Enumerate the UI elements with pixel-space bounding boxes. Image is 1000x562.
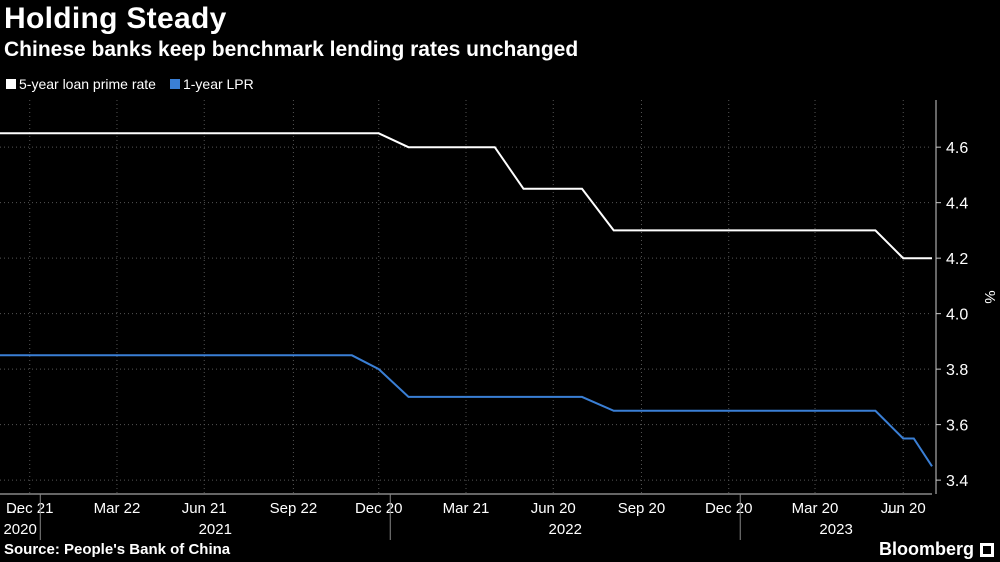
chart-title: Holding Steady <box>4 2 227 35</box>
x-tick-label: Dec 20 <box>705 500 753 517</box>
y-tick-label: 4.6 <box>946 140 968 157</box>
x-tick-label: Jun 21 <box>182 500 227 517</box>
series-line-1y <box>0 354 933 467</box>
x-tick-label: Dec 21 <box>6 500 54 517</box>
bloomberg-terminal-icon <box>980 543 994 557</box>
year-label: 2020 <box>3 521 36 538</box>
y-tick-label: 3.4 <box>946 473 968 490</box>
legend-swatch-1y <box>169 79 180 89</box>
x-tick-label: Jun 20 <box>531 500 576 517</box>
year-label: 2022 <box>549 521 582 538</box>
x-tick-label: Mar 22 <box>94 500 141 517</box>
x-tick-label: Mar 20 <box>792 500 839 517</box>
year-label: 2021 <box>199 521 232 538</box>
y-tick-label: 3.8 <box>946 362 968 379</box>
chart-subtitle: Chinese banks keep benchmark lending rat… <box>4 38 579 61</box>
legend-item-5y: 5-year loan prime rate <box>6 76 156 92</box>
legend: 5-year loan prime rate 1-year LPR <box>6 76 254 92</box>
legend-label-1y: 1-year LPR <box>182 76 254 92</box>
source-note: Source: People's Bank of China <box>4 541 231 558</box>
x-tick-label: Mar 21 <box>443 500 490 517</box>
legend-swatch-5y <box>6 79 16 89</box>
x-tick-label: Sep 22 <box>270 500 318 517</box>
x-tick-label: Dec 20 <box>355 500 403 517</box>
y-axis-label: % <box>981 290 998 303</box>
series-line-5y <box>0 132 932 260</box>
y-tick-label: 3.6 <box>946 418 968 435</box>
x-tick-label: ... <box>8 500 21 517</box>
brand-logo: Bloomberg <box>878 539 974 559</box>
x-tick-label: Sep 20 <box>618 500 666 517</box>
x-tick-label: ... <box>887 500 900 517</box>
y-tick-label: 4.4 <box>946 196 968 213</box>
y-tick-label: 4.2 <box>946 251 968 268</box>
legend-item-1y: 1-year LPR <box>169 76 254 92</box>
legend-label-5y: 5-year loan prime rate <box>19 76 156 92</box>
y-tick-label: 4.0 <box>946 307 968 324</box>
year-label: 2023 <box>819 521 852 538</box>
x-tick-label: Jun 20 <box>881 500 926 517</box>
